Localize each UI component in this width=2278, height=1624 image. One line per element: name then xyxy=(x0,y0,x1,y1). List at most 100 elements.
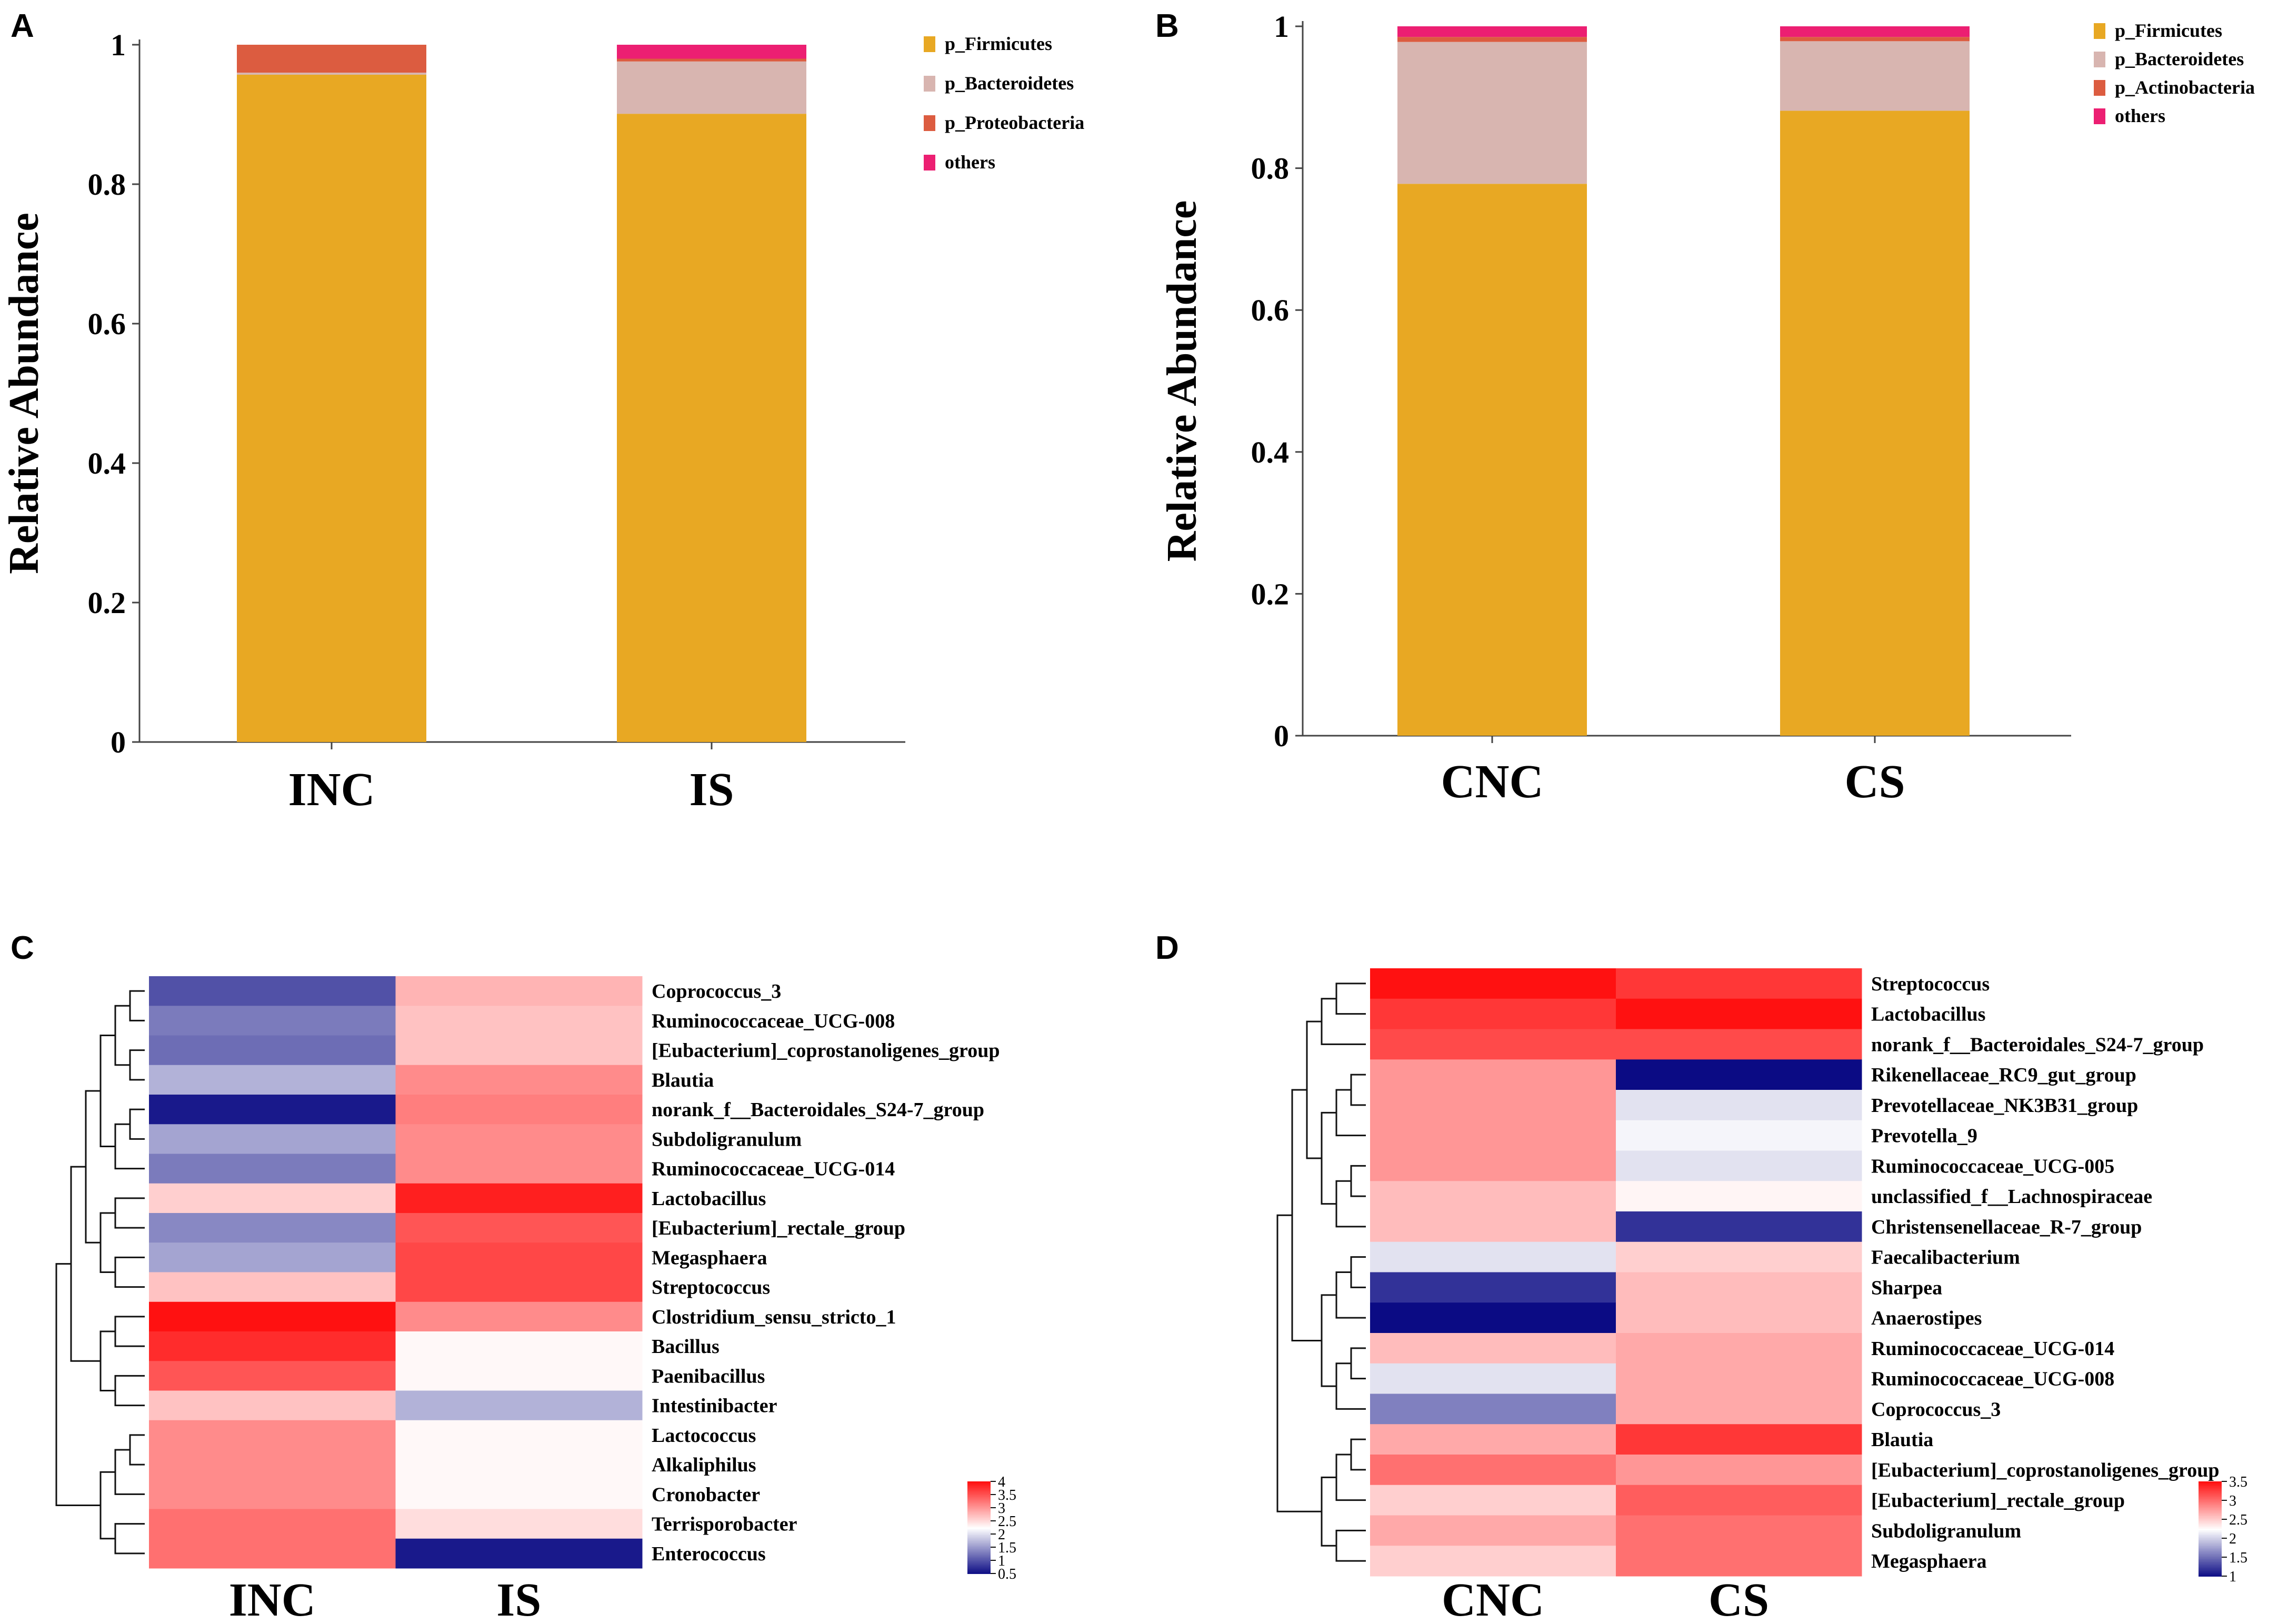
colorbar-segment xyxy=(967,1567,991,1570)
heatmap-cell-ruminococcaceae-ucg-008-cs xyxy=(1616,1363,1862,1394)
colorbar-segment xyxy=(2199,1560,2222,1562)
colorbar-segment xyxy=(2199,1530,2222,1532)
heatmap-cell-alkaliphilus-inc xyxy=(149,1450,396,1480)
heatmap-cell-eubacterium-rectale-group-cnc xyxy=(1370,1485,1616,1516)
y-axis-title: Relative Abundance xyxy=(1159,201,1205,562)
row-label-bacillus: Bacillus xyxy=(652,1336,720,1358)
dendrogram-branch xyxy=(114,1316,145,1347)
legend-label-p-bacteroidetes: p_Bacteroidetes xyxy=(945,73,1074,94)
bar-segment-is-others xyxy=(617,45,806,59)
heatmap-cell-lactobacillus-cnc xyxy=(1370,998,1616,1029)
heatmap-cell-eubacterium-coprostanoligenes-group-is xyxy=(395,1035,643,1066)
dendrogram-branch xyxy=(129,1049,145,1081)
heatmap-cell-megasphaera-cs xyxy=(1616,1546,1862,1577)
heatmap-cell-paenibacillus-is xyxy=(395,1361,643,1391)
colorbar-segment xyxy=(2199,1526,2222,1528)
colorbar-segment xyxy=(2199,1485,2222,1487)
colorbar-segment xyxy=(2199,1551,2222,1553)
colorbar-segment xyxy=(2199,1532,2222,1534)
colorbar-segment xyxy=(967,1512,991,1515)
colorbar-segment xyxy=(967,1493,991,1496)
colorbar-segment xyxy=(2199,1573,2222,1575)
row-label-clostridium-sensu-stricto-1: Clostridium_sensu_stricto_1 xyxy=(652,1306,896,1328)
row-label-coprococcus-3: Coprococcus_3 xyxy=(652,980,781,1003)
colorbar-segment xyxy=(2199,1571,2222,1573)
row-label-rikenellaceae-rc9-gut-group: Rikenellaceae_RC9_gut_group xyxy=(1871,1064,2136,1086)
heatmap-cell-streptococcus-inc xyxy=(149,1272,396,1302)
colorbar-segment xyxy=(2199,1488,2222,1490)
colorbar-segment xyxy=(967,1570,991,1573)
heatmap-cell-faecalibacterium-cs xyxy=(1616,1241,1862,1272)
colorbar-segment xyxy=(967,1515,991,1518)
colorbar-segment xyxy=(2199,1503,2222,1506)
colorbar-tick-label: 3 xyxy=(998,1500,1005,1517)
dendrogram-branch xyxy=(99,1212,115,1273)
heatmap-cell-blautia-cnc xyxy=(1370,1424,1616,1455)
y-tick-label: 0.4 xyxy=(88,446,126,480)
colorbar-tick-label: 3 xyxy=(2229,1493,2236,1509)
heatmap-cell-eubacterium-rectale-group-inc xyxy=(149,1213,396,1243)
bar-segment-is-p-firmicutes xyxy=(617,114,806,742)
colorbar-segment xyxy=(967,1487,991,1490)
bar-segment-inc-p-bacteroidetes xyxy=(237,73,426,75)
row-label-ruminococcaceae-ucg-014: Ruminococcaceae_UCG-014 xyxy=(1871,1338,2114,1360)
colorbar-segment xyxy=(967,1542,991,1545)
colorbar-segment xyxy=(967,1522,991,1525)
colorbar-segment xyxy=(967,1519,991,1522)
column-label-inc: INC xyxy=(229,1574,316,1624)
colorbar-segment xyxy=(967,1497,991,1499)
heatmap-cell-ruminococcaceae-ucg-005-cs xyxy=(1616,1150,1862,1181)
row-label-subdoligranulum: Subdoligranulum xyxy=(1871,1520,2021,1542)
colorbar-segment xyxy=(967,1507,991,1510)
heatmap-cell-ruminococcaceae-ucg-014-is xyxy=(395,1154,643,1184)
heatmap-cell-christensenellaceae-r-7-group-cnc xyxy=(1370,1211,1616,1242)
colorbar-segment xyxy=(967,1484,991,1487)
heatmap-cell-prevotella-9-cnc xyxy=(1370,1120,1616,1151)
colorbar-segment xyxy=(967,1562,991,1565)
bar-segment-inc-p-proteobacteria xyxy=(237,45,426,73)
bar-segment-is-p-proteobacteria xyxy=(617,58,806,62)
colorbar-segment xyxy=(2199,1556,2222,1558)
colorbar-segment xyxy=(967,1552,991,1555)
dendrogram-branch xyxy=(1350,1256,1366,1288)
colorbar-segment xyxy=(967,1550,991,1553)
heatmap-cell-lactobacillus-inc xyxy=(149,1183,396,1214)
legend-swatch-others xyxy=(2094,108,2105,124)
colorbar-segment xyxy=(967,1500,991,1502)
colorbar-segment xyxy=(2199,1546,2222,1548)
bar-segment-cnc-p-bacteroidetes xyxy=(1397,42,1587,184)
colorbar-segment xyxy=(967,1549,991,1551)
y-tick-label: 0.2 xyxy=(1251,577,1290,611)
legend-label-p-firmicutes: p_Firmicutes xyxy=(2115,20,2222,41)
colorbar-segment xyxy=(2199,1500,2222,1502)
colorbar-segment xyxy=(2199,1518,2222,1520)
row-label-christensenellaceae-r-7-group: Christensenellaceae_R-7_group xyxy=(1871,1216,2142,1238)
y-tick-label: 0.8 xyxy=(88,167,126,202)
heatmap-cell-ruminococcaceae-ucg-014-cs xyxy=(1616,1333,1862,1364)
colorbar-segment xyxy=(967,1546,991,1548)
colorbar-segment xyxy=(967,1527,991,1530)
row-label-paenibacillus: Paenibacillus xyxy=(652,1365,765,1387)
heatmap-cell-eubacterium-rectale-group-is xyxy=(395,1213,643,1243)
legend-label-p-firmicutes: p_Firmicutes xyxy=(945,33,1052,54)
heatmap-cell-unclassified-f-lachnospiraceae-cnc xyxy=(1370,1181,1616,1212)
bar-segment-inc-p-firmicutes xyxy=(237,74,426,743)
heatmap-cell-coprococcus-3-cnc xyxy=(1370,1394,1616,1425)
row-label-lactobacillus: Lactobacillus xyxy=(652,1188,766,1210)
colorbar-segment xyxy=(2199,1570,2222,1572)
heatmap-cell-coprococcus-3-inc xyxy=(149,976,396,1006)
heatmap-cell-eubacterium-coprostanoligenes-group-cs xyxy=(1616,1455,1862,1486)
heatmap-cell-eubacterium-coprostanoligenes-group-inc xyxy=(149,1035,396,1066)
heatmap-cell-ruminococcaceae-ucg-014-inc xyxy=(149,1154,396,1184)
colorbar-segment xyxy=(967,1526,991,1528)
panel-label-b: B xyxy=(1155,8,1179,44)
heatmap-cell-subdoligranulum-is xyxy=(395,1124,643,1154)
heatmap-cell-sharpea-cs xyxy=(1616,1272,1862,1303)
colorbar-segment xyxy=(2199,1511,2222,1513)
panel-label-d: D xyxy=(1155,930,1179,966)
dendrogram-branch xyxy=(129,1108,145,1140)
colorbar-segment xyxy=(2199,1524,2222,1526)
legend-swatch-p-proteobacteria xyxy=(924,115,935,131)
heatmap-cell-intestinibacter-inc xyxy=(149,1390,396,1421)
colorbar-segment xyxy=(2199,1552,2222,1555)
